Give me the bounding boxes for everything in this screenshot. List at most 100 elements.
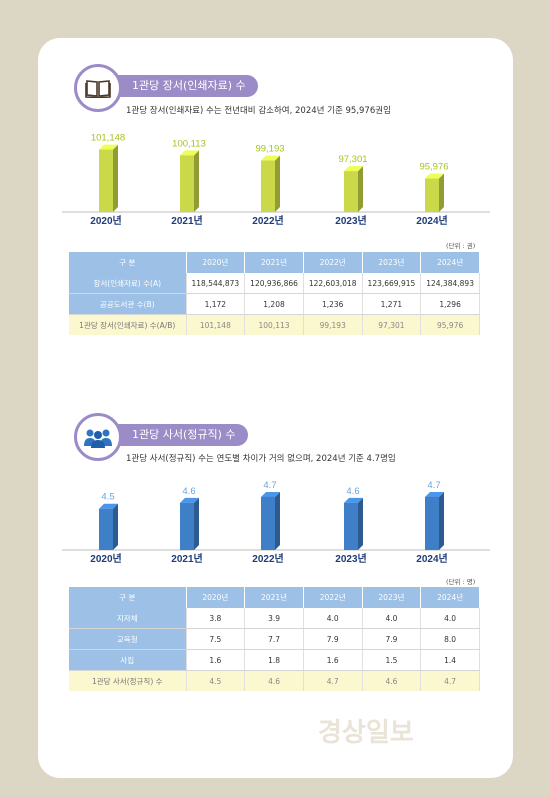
header-cell: 2024년 — [420, 587, 480, 608]
bar-front — [261, 496, 275, 550]
section1-subtitle: 1관당 장서(인쇄자료) 수는 전년대비 감소하여, 2024년 기준 95,9… — [126, 106, 391, 116]
bar-front — [425, 496, 439, 550]
data-label: 101,148 — [91, 133, 125, 144]
table-cell: 123,669,915 — [362, 273, 422, 294]
books-bar-chart: 101,148 2020년 100,113 2021년 99,193 2022년 97,30… — [62, 133, 490, 227]
table-cell: 1.6 — [303, 649, 363, 671]
table-cell: 122,603,018 — [303, 273, 363, 294]
bar-top — [261, 155, 280, 161]
x-tick-label: 2023년 — [335, 552, 366, 565]
table-cell: 1,208 — [244, 293, 304, 315]
table-cell: 99,193 — [303, 314, 363, 335]
table-row: 교육청 7.5 7.7 7.9 7.9 8.0 — [69, 628, 480, 650]
table-cell: 118,544,873 — [186, 273, 246, 294]
librarians-table: 구 분 2020년 2021년 2022년 2023년 2024년 지자체 3.… — [69, 587, 480, 691]
table-cell: 101,148 — [186, 314, 246, 335]
row-label: 1관당 사서(정규직) 수 — [69, 670, 187, 691]
header-cell: 2024년 — [420, 252, 480, 273]
bar-top — [425, 491, 444, 497]
bar-side — [439, 491, 444, 550]
table-cell: 1,271 — [362, 293, 422, 315]
table-row: 공공도서관 수(B) 1,172 1,208 1,236 1,271 1,296 — [69, 293, 480, 315]
row-label: 지자체 — [69, 608, 187, 629]
bar-4 — [425, 491, 444, 550]
table-cell: 4.0 — [303, 608, 363, 629]
header-cell: 2022년 — [303, 252, 363, 273]
table-cell: 4.6 — [362, 670, 422, 691]
bar-front — [180, 502, 194, 550]
bar-1 — [180, 497, 199, 550]
section1-title: 1관당 장서(인쇄자료) 수 — [86, 75, 258, 97]
section2-unit: (단위 : 명) — [446, 578, 476, 586]
bar-top — [344, 166, 363, 172]
data-label: 4.7 — [427, 480, 440, 491]
bar-top — [180, 150, 199, 156]
x-tick-label: 2020년 — [90, 214, 121, 227]
row-label: 사립 — [69, 649, 187, 671]
bar-side — [113, 144, 118, 212]
bar-front — [344, 502, 358, 550]
x-tick-label: 2023년 — [335, 214, 366, 227]
table-cell: 1,236 — [303, 293, 363, 315]
data-label: 4.5 — [101, 492, 114, 503]
table-cell: 7.9 — [362, 628, 422, 650]
table-cell: 4.7 — [420, 670, 480, 691]
table-cell: 1,296 — [420, 293, 480, 315]
bar-3 — [344, 166, 363, 212]
table-cell: 7.5 — [186, 628, 246, 650]
header-cell: 구 분 — [69, 252, 187, 273]
header-cell: 2020년 — [186, 587, 246, 608]
table-cell: 8.0 — [420, 628, 480, 650]
row-label: 장서(인쇄자료) 수(A) — [69, 273, 187, 294]
x-tick-label: 2024년 — [416, 552, 447, 565]
table-cell: 1,172 — [186, 293, 246, 315]
table-cell: 95,976 — [420, 314, 480, 335]
data-label: 99,193 — [255, 144, 284, 155]
table-cell: 3.8 — [186, 608, 246, 629]
bar-1 — [180, 150, 199, 212]
header-cell: 구 분 — [69, 587, 187, 608]
bar-side — [113, 503, 118, 550]
data-label: 97,301 — [338, 154, 367, 165]
header-cell: 2022년 — [303, 587, 363, 608]
header-cell: 2023년 — [362, 587, 422, 608]
table-cell: 1.6 — [186, 649, 246, 671]
librarians-bar-chart: 4.5 2020년 4.6 2021년 4.7 2022년 4.6 2023년 4.7 2024년 — [62, 480, 490, 565]
bar-top — [261, 491, 280, 497]
bar-side — [275, 491, 280, 550]
table-cell: 1.4 — [420, 649, 480, 671]
header-cell: 2023년 — [362, 252, 422, 273]
table-cell: 4.6 — [244, 670, 304, 691]
bar-side — [275, 155, 280, 212]
header-cell: 2020년 — [186, 252, 246, 273]
header-cell: 2021년 — [244, 587, 304, 608]
table-cell: 4.0 — [420, 608, 480, 629]
table-cell: 4.0 — [362, 608, 422, 629]
bar-2 — [261, 155, 280, 212]
x-tick-label: 2021년 — [171, 214, 202, 227]
data-label: 4.6 — [346, 486, 359, 497]
x-tick-label: 2022년 — [252, 214, 283, 227]
table-cell: 7.9 — [303, 628, 363, 650]
x-tick-label: 2022년 — [252, 552, 283, 565]
table-cell: 7.7 — [244, 628, 304, 650]
people-icon — [74, 413, 122, 461]
table-row-highlight: 1관당 장서(인쇄자료) 수(A/B) 101,148 100,113 99,1… — [69, 314, 480, 335]
table-cell: 97,301 — [362, 314, 422, 335]
header-cell: 2021년 — [244, 252, 304, 273]
x-tick-label: 2021년 — [171, 552, 202, 565]
section1-unit: (단위 : 권) — [446, 242, 476, 250]
bar-side — [358, 166, 363, 212]
bar-4 — [425, 173, 444, 212]
table-row: 장서(인쇄자료) 수(A) 118,544,873 120,936,866 12… — [69, 273, 480, 294]
data-label: 95,976 — [419, 162, 448, 173]
bar-front — [99, 508, 113, 550]
bar-3 — [344, 497, 363, 550]
watermark-logo: 경상일보 — [318, 718, 414, 748]
bar-side — [194, 497, 199, 550]
table-cell: 1.8 — [244, 649, 304, 671]
bar-top — [99, 503, 118, 509]
table-row: 지자체 3.8 3.9 4.0 4.0 4.0 — [69, 608, 480, 629]
bar-front — [425, 178, 439, 212]
bar-0 — [99, 144, 118, 212]
